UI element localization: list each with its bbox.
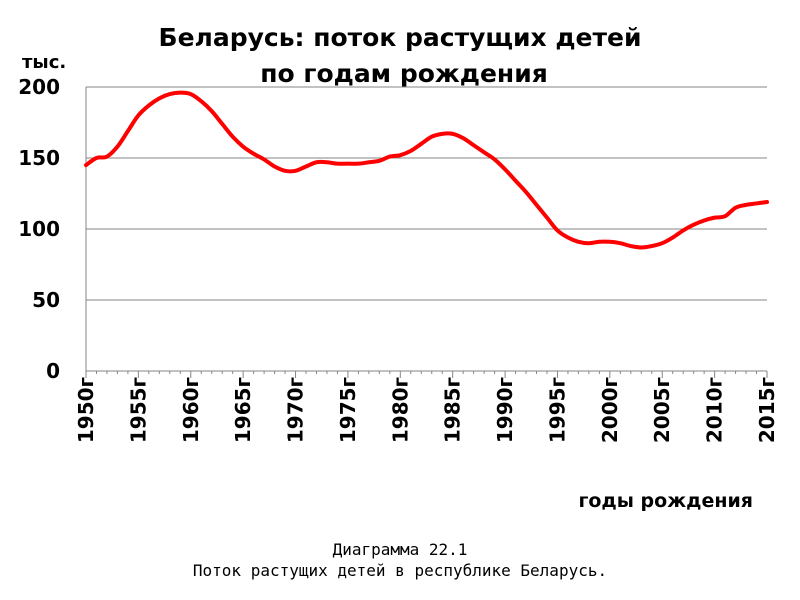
- x-tick-labels: 1950г 1955г 1960г 1965г 1970г 1975г 1980г 1985г…: [74, 377, 779, 443]
- x-tick-label: 1990г: [493, 377, 517, 443]
- y-tick-label: 100: [18, 217, 60, 241]
- x-tick-label: 1965г: [231, 377, 255, 443]
- series: [84, 90, 769, 250]
- x-tick-label: 2005г: [650, 377, 674, 443]
- x-axis-label: годы рождения: [578, 490, 753, 512]
- y-tick-label: 0: [46, 359, 60, 383]
- x-tick-label: 1995г: [545, 377, 569, 443]
- caption-line1: Диаграмма 22.1: [332, 540, 468, 559]
- chart-title-line1: Беларусь: поток растущих детей: [159, 23, 642, 52]
- gridlines: [86, 86, 767, 301]
- x-tick-label: 1970г: [284, 377, 308, 443]
- x-tick-label: 2015г: [755, 377, 779, 443]
- y-tick-labels: 0 50 100 150 200: [18, 75, 60, 383]
- x-tick-label: 1985г: [441, 377, 465, 443]
- x-tick-label: 1960г: [179, 377, 203, 443]
- x-tick-label: 2000г: [598, 377, 622, 443]
- y-axis-unit-label: тыс.: [22, 52, 66, 73]
- x-tick-label: 1950г: [74, 377, 98, 443]
- y-tick-label: 150: [18, 146, 60, 170]
- x-tick-label: 1975г: [336, 377, 360, 443]
- chart-title-line2: по годам рождения: [260, 59, 548, 88]
- series-line: [84, 90, 769, 250]
- y-tick-label: 200: [18, 75, 60, 99]
- caption-line2: Поток растущих детей в республике Белару…: [192, 561, 608, 580]
- x-tick-label: 2010г: [703, 377, 727, 443]
- x-tick-label: 1955г: [126, 377, 150, 443]
- x-tick-label: 1980г: [388, 377, 412, 443]
- y-tick-label: 50: [32, 288, 60, 312]
- axes: [85, 87, 768, 378]
